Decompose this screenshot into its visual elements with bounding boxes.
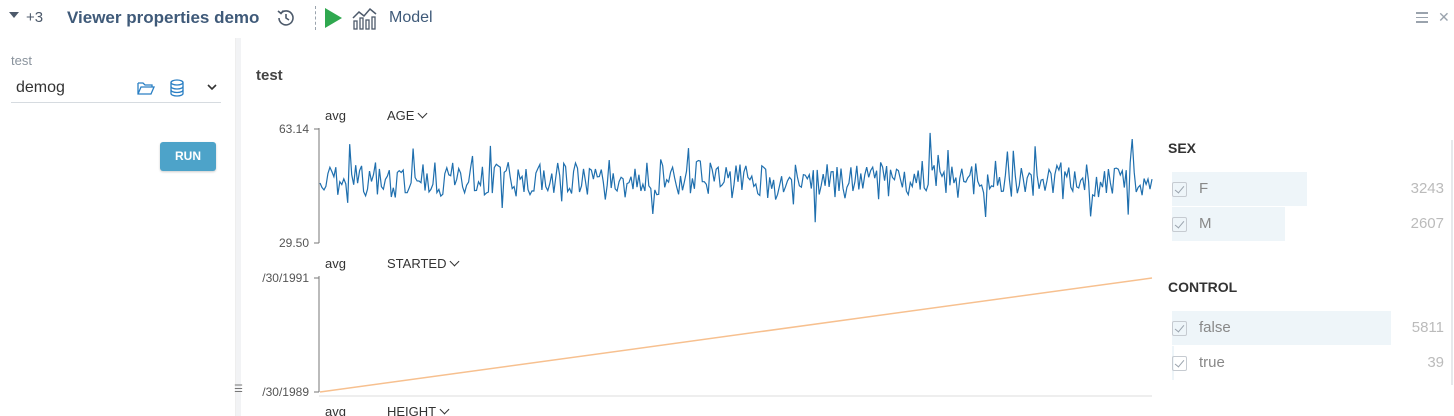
started-series-line[interactable] — [319, 277, 1153, 393]
play-icon[interactable] — [325, 8, 342, 28]
folder-open-icon[interactable] — [137, 80, 155, 101]
age-series-line[interactable] — [319, 132, 1153, 223]
chevron-down-icon[interactable] — [9, 12, 19, 18]
agg-selector-started[interactable]: avg — [325, 256, 346, 271]
filter-item-label: F — [1199, 180, 1209, 197]
column-label: STARTED — [387, 256, 447, 271]
checkbox[interactable] — [1172, 356, 1187, 371]
column-selector-height[interactable]: HEIGHT — [387, 404, 450, 416]
filter-bar — [1172, 172, 1307, 206]
toolbar-separator — [315, 6, 316, 30]
panel-splitter[interactable] — [236, 38, 241, 416]
hidden-views-count[interactable]: +3 — [26, 9, 44, 26]
model-chart-icon[interactable] — [352, 6, 378, 35]
filter-item-count: 2607 — [1410, 215, 1444, 232]
filter-item-count: 39 — [1427, 354, 1444, 371]
column-label: AGE — [387, 108, 415, 123]
filter-item-f[interactable]: F 3243 — [1168, 172, 1444, 206]
filter-item-true[interactable]: true 39 — [1168, 346, 1444, 380]
y-min-label: 29.50 — [278, 236, 309, 250]
filter-title-control: CONTROL — [1168, 279, 1238, 295]
table-select-input[interactable]: demog — [11, 73, 221, 103]
filter-item-count: 5811 — [1411, 319, 1444, 336]
drag-handle-icon[interactable]: ☰ — [234, 384, 243, 395]
filter-title-sex: SEX — [1168, 140, 1197, 156]
scrollbar[interactable] — [1451, 140, 1453, 385]
viewer-title: test — [256, 67, 283, 84]
column-selector-age[interactable]: AGE — [387, 108, 428, 123]
model-label[interactable]: Model — [389, 9, 433, 26]
filter-bar — [1172, 311, 1391, 345]
param-value[interactable]: demog — [16, 79, 65, 96]
y-max-label: /30/1991 — [262, 271, 309, 285]
menu-icon[interactable] — [1416, 12, 1428, 26]
filter-item-count: 3243 — [1410, 180, 1444, 197]
filter-item-label: M — [1199, 215, 1212, 232]
y-min-label: /30/1989 — [262, 385, 309, 399]
column-selector-started[interactable]: STARTED — [387, 256, 460, 271]
filter-item-false[interactable]: false 5811 — [1168, 311, 1444, 345]
filters-panel: SEX F 3243 M 2607 CONTROL false 5811 tru… — [1160, 130, 1454, 416]
filter-item-label: false — [1199, 319, 1231, 336]
agg-selector-height[interactable]: avg — [325, 404, 346, 416]
agg-selector-age[interactable]: avg — [325, 108, 346, 123]
parameters-panel: test demog RUN — [0, 38, 236, 416]
close-icon[interactable]: ✕ — [1438, 9, 1450, 25]
database-icon[interactable] — [169, 79, 185, 102]
toolbar: +3 Viewer properties demo Model ✕ — [0, 0, 1454, 36]
run-button[interactable]: RUN — [160, 142, 216, 171]
chevron-down-icon[interactable] — [206, 80, 218, 98]
checkbox[interactable] — [1172, 182, 1187, 197]
filter-item-m[interactable]: M 2607 — [1168, 207, 1444, 241]
history-icon[interactable] — [275, 7, 297, 34]
param-label: test — [11, 53, 32, 68]
checkbox[interactable] — [1172, 321, 1187, 336]
checkbox[interactable] — [1172, 217, 1187, 232]
column-label: HEIGHT — [387, 404, 437, 416]
filter-item-label: true — [1199, 354, 1225, 371]
y-max-label: 63.14 — [278, 122, 309, 136]
filter-bar — [1172, 207, 1285, 241]
line-chart[interactable] — [250, 100, 1155, 416]
view-title[interactable]: Viewer properties demo — [67, 8, 260, 27]
